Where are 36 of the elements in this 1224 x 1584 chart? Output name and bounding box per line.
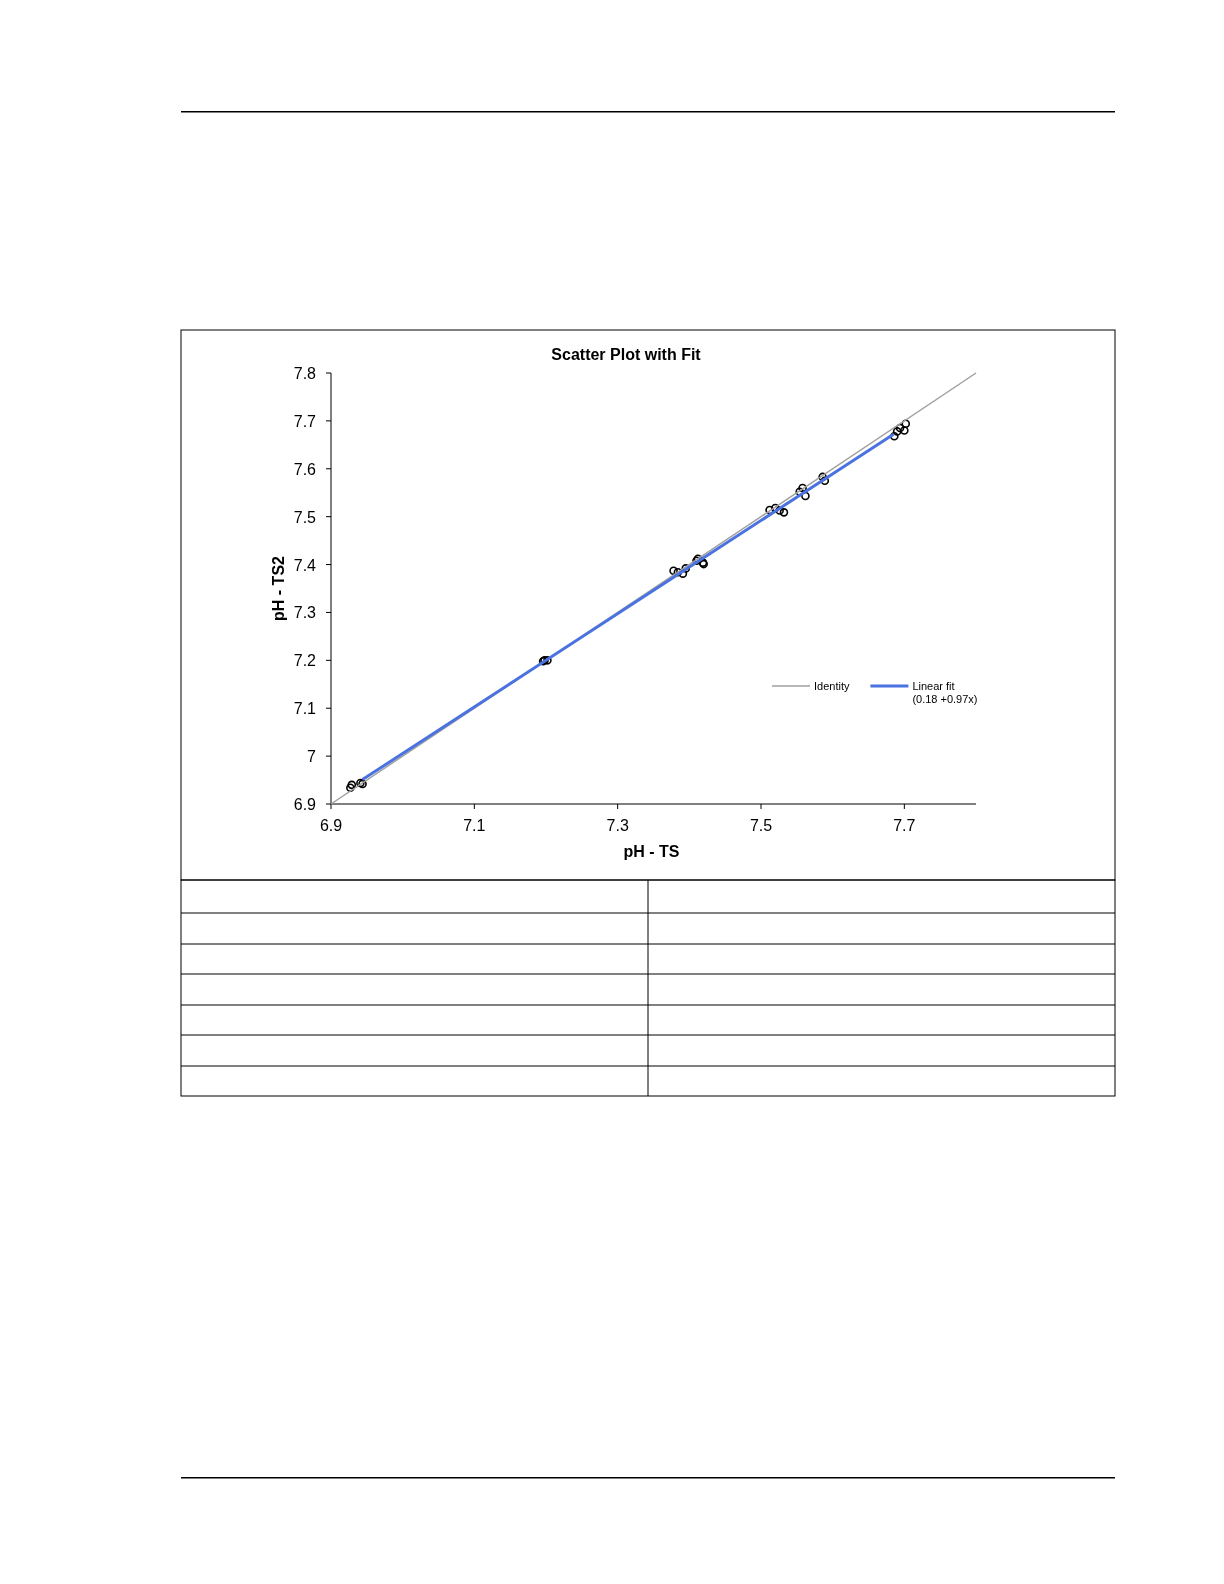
x-tick-label: 7.1 <box>463 817 486 834</box>
y-tick-label: 7.8 <box>293 365 317 382</box>
y-tick-label: 7.3 <box>293 604 317 622</box>
point <box>347 780 357 790</box>
y-tick-label: 7 <box>307 748 317 766</box>
point <box>890 431 899 441</box>
y-tick-label: 7.5 <box>293 508 317 526</box>
y-tick-label: 7.2 <box>293 652 317 670</box>
point <box>346 783 355 793</box>
point <box>895 423 905 433</box>
y-axis-title: pH - TS2 <box>270 555 287 621</box>
y-tick-label: 7.6 <box>293 460 317 478</box>
y-tick-label: 7.1 <box>293 700 317 718</box>
x-axis-title: pH - TS <box>623 843 680 860</box>
point <box>901 419 911 429</box>
y-tick-label: 7.7 <box>293 412 317 430</box>
legend-label: Linear fit (0.18 +0.97x) <box>912 680 978 705</box>
x-tick-label: 7.5 <box>749 817 773 834</box>
point <box>820 476 830 486</box>
point <box>775 506 784 515</box>
point <box>801 491 810 501</box>
point <box>900 426 909 435</box>
legend-label: Identity <box>814 680 850 692</box>
y-tick-label: 6.9 <box>293 796 317 813</box>
y-tick-label: 7.4 <box>293 556 317 574</box>
point <box>892 427 902 436</box>
point <box>779 508 789 517</box>
point <box>765 505 774 515</box>
point <box>798 483 807 493</box>
point <box>681 564 691 573</box>
x-tick-label: 7.3 <box>606 817 629 834</box>
x-tick-label: 6.9 <box>319 817 343 834</box>
point <box>669 566 678 576</box>
point <box>543 656 552 665</box>
x-tick-label: 7.7 <box>893 817 916 834</box>
chart-title: Scatter Plot with Fit <box>551 346 702 363</box>
